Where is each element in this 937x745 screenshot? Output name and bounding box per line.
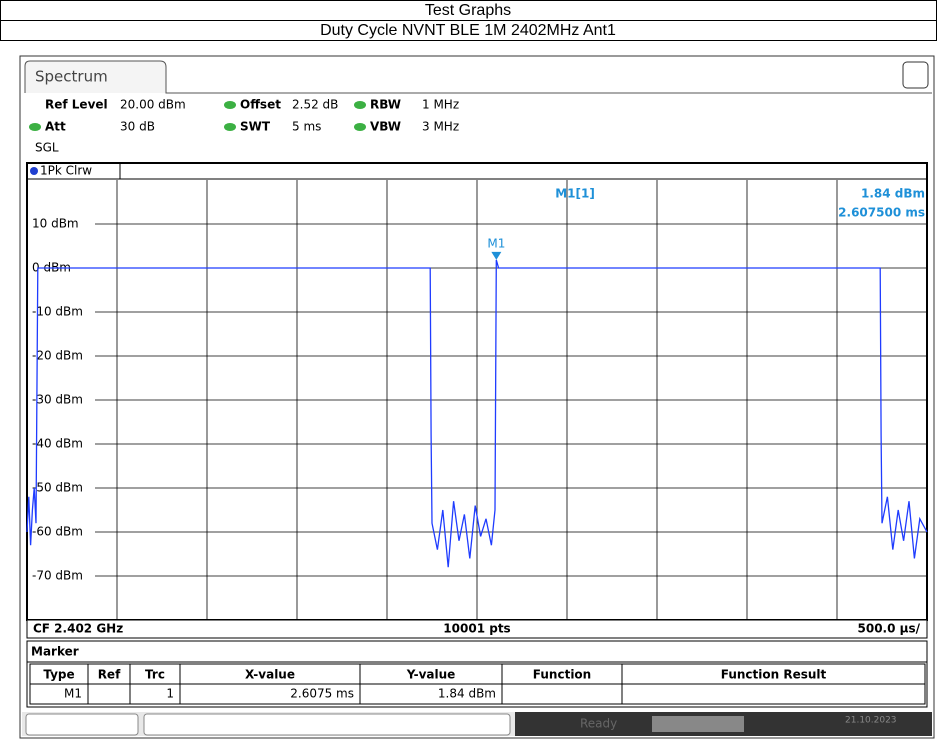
y-tick-label: -40 dBm: [32, 437, 83, 451]
span: 500.0 µs/: [858, 622, 921, 636]
trace-label: 1Pk Clrw: [40, 164, 92, 178]
plot-footer: [26, 619, 928, 639]
cell: M1: [64, 687, 82, 701]
led: [224, 123, 236, 131]
led: [354, 101, 366, 109]
table-box: [26, 640, 928, 708]
subtitle: Duty Cycle NVNT BLE 1M 2402MHz Ant1: [320, 22, 616, 39]
status-date: 21.10.2023: [845, 716, 897, 726]
marker-table: Marker Type Ref Trc X-value Y-value Function Fu…: [26, 640, 928, 708]
marker-label: M1: [487, 236, 505, 250]
y-tick-label: -60 dBm: [32, 525, 83, 539]
tab-label[interactable]: Spectrum: [35, 68, 108, 86]
setting-label: Offset: [240, 98, 281, 112]
setting-value: 30 dB: [120, 120, 155, 134]
y-tick-label: -10 dBm: [32, 305, 83, 319]
column-header: X-value: [245, 668, 295, 682]
setting-label: Ref Level: [45, 98, 108, 112]
setting-label: SWT: [240, 120, 271, 134]
setting-label: Att: [45, 120, 66, 134]
marker: [491, 251, 502, 260]
softkey[interactable]: [143, 713, 511, 736]
mode: SGL: [35, 141, 59, 155]
cell: 1: [166, 687, 174, 701]
status-state: Ready: [580, 717, 617, 731]
setting-value: 5 ms: [292, 120, 321, 134]
led: [354, 123, 366, 131]
column-header: Ref: [98, 668, 121, 682]
trace-dot: [30, 167, 38, 175]
y-tick-label: -50 dBm: [32, 481, 83, 495]
menu-icon[interactable]: [902, 61, 929, 89]
led: [224, 101, 236, 109]
points: 10001 pts: [443, 622, 510, 636]
y-tick-label: -20 dBm: [32, 349, 83, 363]
column-header: Y-value: [406, 668, 456, 682]
y-tick-label: 10 dBm: [32, 217, 79, 231]
y-tick-label: -70 dBm: [32, 569, 83, 583]
progress: [652, 716, 744, 732]
trace: [26, 259, 928, 568]
column-header: Trc: [145, 668, 165, 682]
readout-y: 1.84 dBm: [861, 187, 925, 201]
column-header: Type: [43, 668, 74, 682]
table-title: Marker: [31, 645, 79, 659]
settings: Ref Level 20.00 dBm Offset 2.52 dB RBW 1 MHz A…: [29, 98, 459, 134]
setting-label: RBW: [370, 98, 401, 112]
column-header: Function: [533, 668, 591, 682]
tab[interactable]: [24, 60, 932, 94]
setting-value: 3 MHz: [422, 120, 459, 134]
readout-x: 2.607500 ms: [838, 206, 925, 220]
softkey[interactable]: [25, 713, 139, 736]
setting-label: VBW: [370, 120, 401, 134]
setting-value: 2.52 dB: [292, 98, 338, 112]
cell: 2.6075 ms: [290, 687, 354, 701]
column-header: Function Result: [721, 668, 827, 682]
setting-value: 20.00 dBm: [120, 98, 186, 112]
title: Test Graphs: [425, 2, 511, 19]
led: [29, 123, 41, 131]
y-tick-label: -30 dBm: [32, 393, 83, 407]
readout-title: M1[1]: [555, 187, 595, 201]
center-freq: CF 2.402 GHz: [33, 622, 123, 636]
cell: 1.84 dBm: [438, 687, 496, 701]
setting-value: 1 MHz: [422, 98, 459, 112]
